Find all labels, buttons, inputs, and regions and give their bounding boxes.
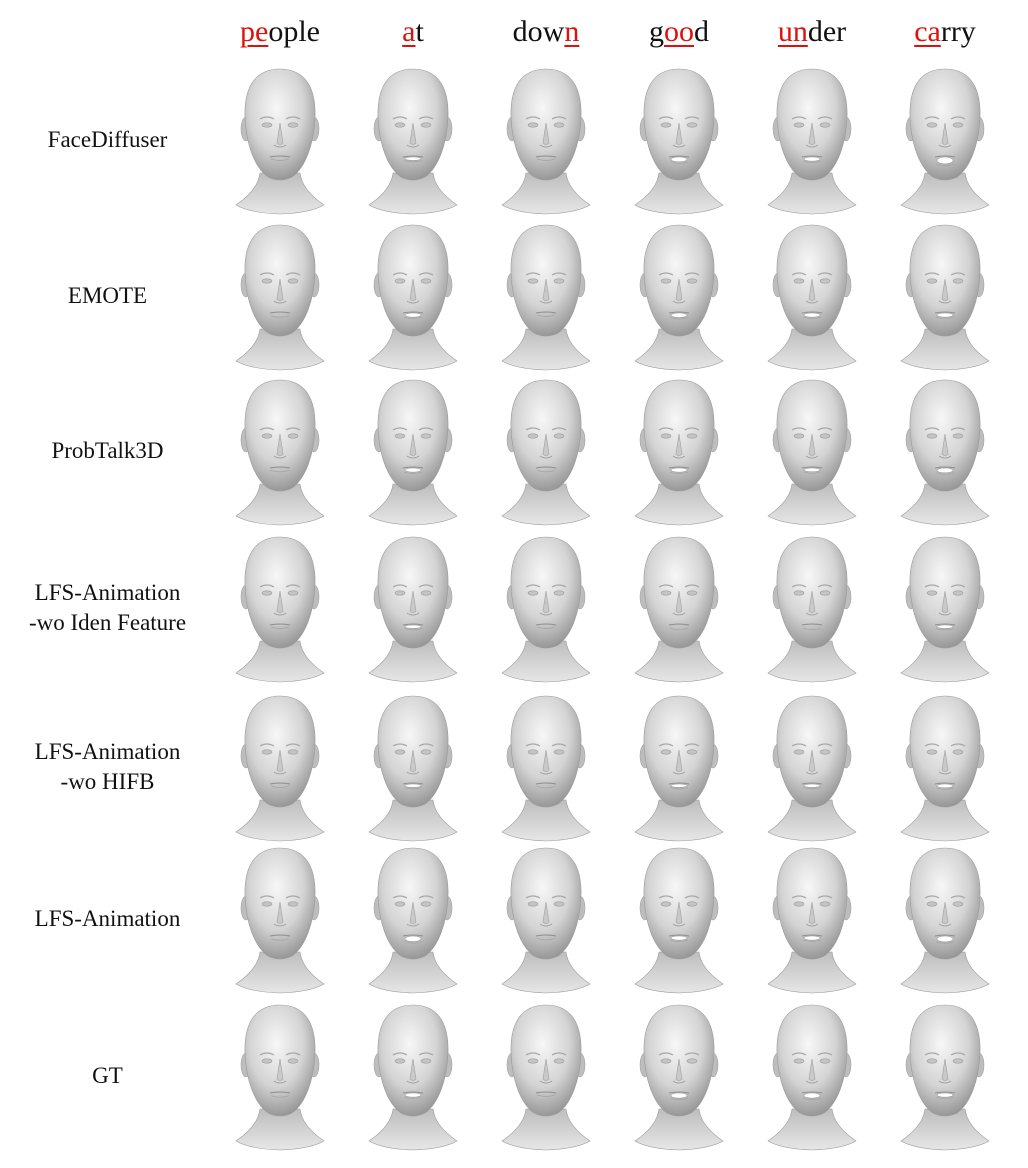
face-render bbox=[496, 844, 596, 994]
face-render bbox=[895, 844, 995, 994]
face-render bbox=[629, 692, 729, 842]
face-render bbox=[762, 221, 862, 371]
face-render bbox=[762, 533, 862, 683]
face-render bbox=[895, 65, 995, 215]
method-label-line: LFS-Animation bbox=[34, 906, 181, 931]
method-label: GT bbox=[0, 1061, 215, 1091]
face-render bbox=[230, 221, 330, 371]
word-label: carry bbox=[870, 12, 1020, 52]
method-label-line: LFS-Animation bbox=[34, 739, 181, 764]
face-render bbox=[629, 376, 729, 526]
face-render bbox=[895, 692, 995, 842]
face-render bbox=[230, 376, 330, 526]
face-render bbox=[230, 533, 330, 683]
word-suffix: rry bbox=[940, 15, 976, 48]
face-render bbox=[496, 221, 596, 371]
word-suffix: ople bbox=[268, 15, 320, 48]
face-render bbox=[629, 844, 729, 994]
face-render bbox=[496, 1001, 596, 1151]
method-label: EMOTE bbox=[0, 281, 215, 311]
face-render bbox=[496, 533, 596, 683]
word-suffix: d bbox=[694, 15, 709, 48]
face-render bbox=[762, 1001, 862, 1151]
face-render bbox=[230, 692, 330, 842]
word-suffix: t bbox=[415, 15, 424, 48]
face-render bbox=[230, 65, 330, 215]
face-render bbox=[629, 533, 729, 683]
highlighted-phoneme: un bbox=[777, 15, 808, 48]
method-label-line: LFS-Animation bbox=[34, 580, 181, 605]
face-render bbox=[895, 376, 995, 526]
word-label: down bbox=[471, 12, 621, 52]
word-suffix: der bbox=[807, 15, 847, 48]
face-render bbox=[363, 221, 463, 371]
highlighted-phoneme: oo bbox=[664, 15, 694, 48]
face-render bbox=[762, 692, 862, 842]
face-render bbox=[363, 533, 463, 683]
face-render bbox=[230, 1001, 330, 1151]
face-render bbox=[762, 844, 862, 994]
word-label: good bbox=[604, 12, 754, 52]
face-render bbox=[629, 65, 729, 215]
method-label: LFS-Animation bbox=[0, 904, 215, 934]
face-render bbox=[629, 221, 729, 371]
face-render bbox=[363, 376, 463, 526]
method-label-line: -wo HIFB bbox=[60, 769, 155, 794]
face-render bbox=[895, 533, 995, 683]
face-render bbox=[762, 65, 862, 215]
method-label-line: -wo Iden Feature bbox=[28, 610, 187, 635]
highlighted-phoneme: pe bbox=[240, 15, 269, 48]
method-label-line: GT bbox=[92, 1063, 123, 1088]
method-label: LFS-Animation -wo Iden Feature bbox=[0, 578, 215, 638]
word-label: under bbox=[737, 12, 887, 52]
method-label: LFS-Animation -wo HIFB bbox=[0, 737, 215, 797]
face-render bbox=[895, 1001, 995, 1151]
face-render bbox=[363, 1001, 463, 1151]
face-render bbox=[363, 65, 463, 215]
face-render bbox=[496, 65, 596, 215]
face-render bbox=[363, 692, 463, 842]
highlighted-phoneme: a bbox=[402, 15, 416, 48]
word-label: people bbox=[205, 12, 355, 52]
method-label-line: EMOTE bbox=[67, 283, 148, 308]
face-render bbox=[230, 844, 330, 994]
face-render bbox=[895, 221, 995, 371]
face-render bbox=[762, 376, 862, 526]
face-render bbox=[363, 844, 463, 994]
method-label: ProbTalk3D bbox=[0, 436, 215, 466]
face-render bbox=[496, 376, 596, 526]
method-label-line: ProbTalk3D bbox=[51, 438, 164, 463]
word-prefix: g bbox=[649, 15, 664, 48]
highlighted-phoneme: ca bbox=[914, 15, 941, 48]
word-label: at bbox=[338, 12, 488, 52]
method-label-line: FaceDiffuser bbox=[47, 127, 168, 152]
highlighted-phoneme: n bbox=[564, 15, 580, 48]
word-prefix: dow bbox=[512, 15, 565, 48]
face-render bbox=[496, 692, 596, 842]
face-render bbox=[629, 1001, 729, 1151]
method-label: FaceDiffuser bbox=[0, 125, 215, 155]
